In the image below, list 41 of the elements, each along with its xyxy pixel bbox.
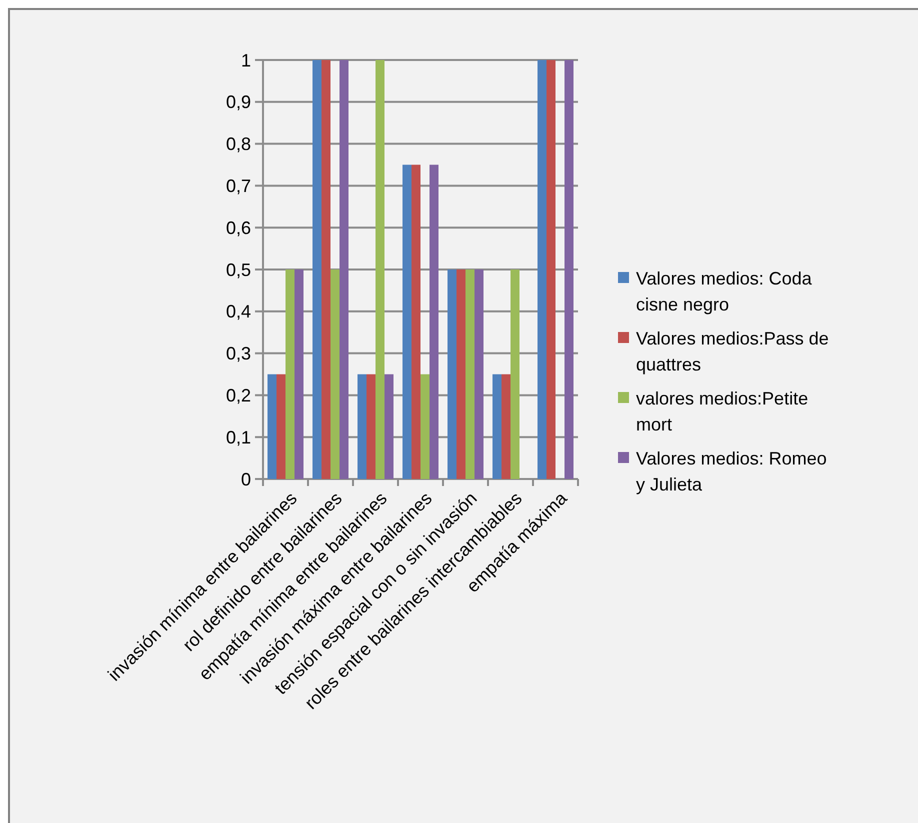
y-tick-label: 0,9	[226, 92, 251, 112]
y-tick-label: 0,8	[226, 134, 251, 154]
bar	[546, 60, 556, 479]
bar	[294, 270, 304, 479]
y-tick-label: 0,7	[226, 176, 251, 196]
y-tick-label: 0,4	[226, 302, 251, 322]
bar	[286, 270, 294, 479]
bar	[448, 270, 456, 479]
bar	[268, 374, 276, 479]
bar	[412, 164, 420, 479]
bar	[276, 374, 286, 479]
bar	[366, 374, 376, 479]
bar	[564, 60, 574, 479]
bar	[420, 374, 430, 479]
legend-label: Valores medios: Coda cisne negro	[636, 268, 813, 314]
bar	[430, 164, 438, 479]
bar	[384, 374, 394, 479]
bar	[402, 164, 412, 479]
legend-label: Valores medios: Romeo y Julieta	[636, 448, 827, 494]
y-tick-label: 0	[240, 469, 251, 490]
legend-label: valores medios:Petite mort	[636, 388, 808, 434]
bar	[538, 60, 546, 479]
bar	[330, 270, 340, 479]
bar	[340, 60, 348, 479]
y-tick-label: 0,2	[226, 386, 251, 406]
bar	[510, 270, 520, 479]
bar	[358, 374, 366, 479]
bar	[376, 60, 384, 479]
y-tick-label: 0,3	[226, 344, 251, 364]
bar	[456, 270, 466, 479]
y-tick-label: 1	[240, 50, 251, 70]
y-tick-label: 0,5	[226, 260, 251, 280]
bar	[492, 374, 502, 479]
bar	[322, 60, 330, 479]
legend-label: Valores medios:Pass de quattres	[636, 328, 829, 374]
bar	[312, 60, 322, 479]
y-tick-label: 0,1	[226, 427, 251, 448]
y-tick-label: 0,6	[226, 218, 251, 238]
bar	[466, 270, 474, 479]
bar	[474, 270, 484, 479]
bar	[502, 374, 510, 479]
